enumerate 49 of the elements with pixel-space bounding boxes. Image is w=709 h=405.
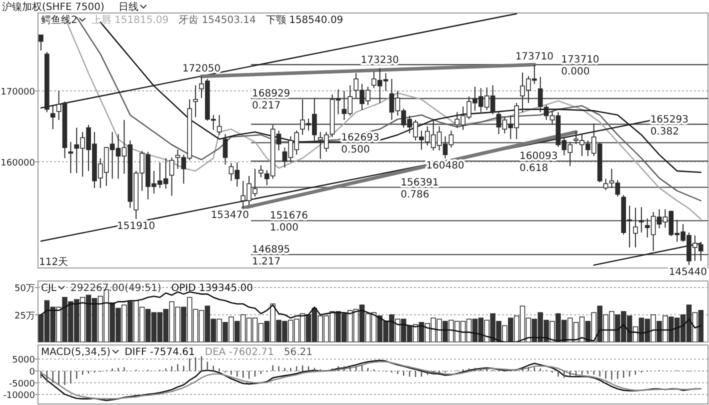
candlestick bbox=[603, 178, 608, 191]
annotation: 160480 bbox=[426, 160, 464, 172]
ref-line-label: 168929 0.217 bbox=[252, 88, 290, 112]
annotation: 112天 bbox=[39, 257, 68, 268]
annotation: 145440 bbox=[668, 266, 707, 278]
annotation: 172050 bbox=[182, 63, 221, 74]
candlestick bbox=[68, 141, 74, 174]
candlestick bbox=[169, 157, 174, 196]
series-label: OPID 139345.00 bbox=[171, 283, 254, 294]
annotation: 173230 bbox=[360, 55, 399, 66]
annotation: 173710 bbox=[515, 52, 554, 63]
candlestick bbox=[38, 34, 44, 52]
line-series bbox=[40, 291, 702, 342]
y-tick-label: 25万 bbox=[14, 311, 35, 322]
text: 牙齿 154503.14 bbox=[178, 14, 256, 26]
candlestick bbox=[638, 206, 644, 234]
annotation: 153470 bbox=[210, 210, 249, 222]
series-label: DEA -7602.71 bbox=[204, 347, 274, 358]
chart-subtitle: 日线 bbox=[118, 1, 138, 13]
y-tick-label: -10000 bbox=[3, 391, 36, 402]
ref-line-label: 173710 0.000 bbox=[561, 54, 600, 78]
chart-title: CJL bbox=[41, 283, 57, 294]
text: 下颚 158540.09 bbox=[266, 15, 344, 26]
ref-line-label: 162693 0.500 bbox=[341, 132, 380, 156]
y-tick-label: 160000 bbox=[0, 158, 36, 168]
candlestick bbox=[258, 164, 264, 178]
legend-label: 292267.00(49:51) bbox=[70, 283, 162, 294]
y-tick-label: 5000 bbox=[12, 356, 36, 366]
candlestick bbox=[216, 114, 222, 136]
candlestick bbox=[538, 76, 543, 113]
y-tick-label: -5000 bbox=[8, 379, 36, 390]
ref-line-label: 160093 0.618 bbox=[520, 151, 558, 174]
series-label: 56.21 bbox=[284, 347, 313, 358]
chart-title: MACD(5,34,5) bbox=[41, 347, 111, 358]
legend-title: 鳄鱼线2 bbox=[41, 14, 78, 26]
candlestick bbox=[193, 84, 198, 118]
ref-line-label: 151676 1.000 bbox=[270, 210, 308, 234]
y-tick-label: 0 bbox=[29, 367, 36, 378]
text: 上唇 151815.09 bbox=[91, 14, 169, 26]
chart-title: 沪镍加权(SHFE 7500) bbox=[2, 1, 104, 13]
ref-line-label: 165293 0.382 bbox=[650, 114, 688, 138]
ref-line-label: 156391 0.786 bbox=[400, 177, 439, 200]
y-tick-label: 50万 bbox=[14, 284, 35, 294]
candlestick bbox=[633, 207, 638, 248]
y-tick-label: 170000 bbox=[0, 87, 36, 98]
candlestick bbox=[222, 134, 228, 166]
series-label: DIFF -7574.61 bbox=[124, 347, 195, 358]
ref-line-label: 146895 1.217 bbox=[252, 244, 290, 268]
annotation: 151910 bbox=[117, 221, 156, 232]
